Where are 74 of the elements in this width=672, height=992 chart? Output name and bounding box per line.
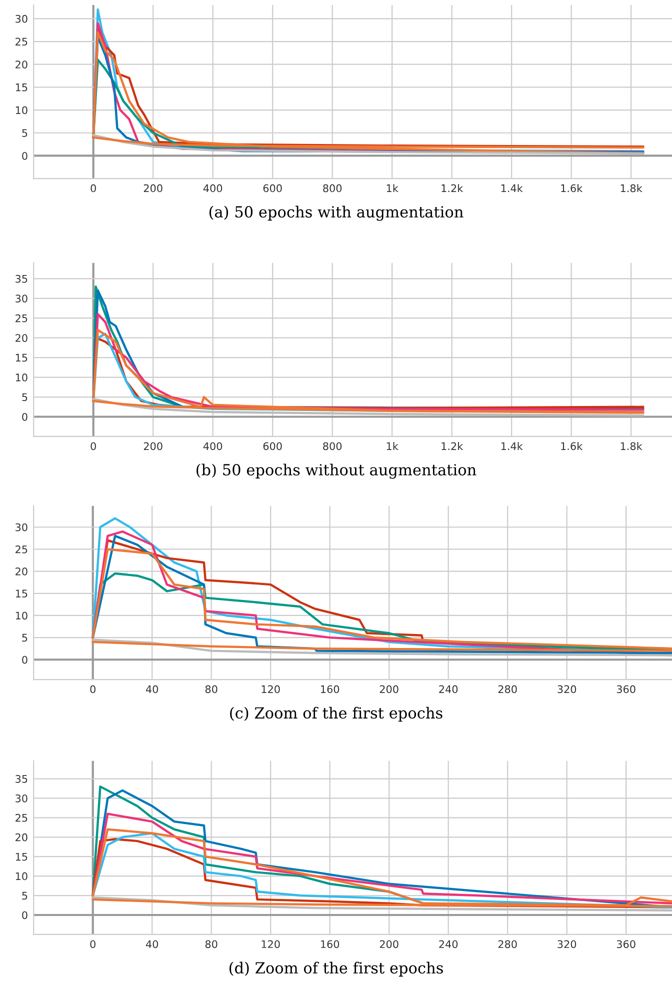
x-tick-label: 40	[146, 685, 158, 694]
y-tick-label: 25	[16, 38, 28, 46]
x-tick-label: 400	[203, 184, 222, 192]
x-tick-label: 600	[263, 442, 282, 450]
x-tick-label: 200	[144, 442, 162, 450]
x-tick-label: 0	[90, 685, 96, 694]
y-tick-label: 5	[22, 393, 28, 402]
y-tick-label: 20	[16, 833, 28, 842]
y-tick-label: 15	[16, 354, 28, 362]
x-tick-label: 1.4k	[501, 442, 523, 450]
x-tick-label: 1.2k	[442, 184, 464, 192]
x-tick-label: 1.8k	[620, 442, 642, 450]
x-tick-label: 200	[144, 184, 162, 192]
x-tick-label: 320	[558, 940, 576, 948]
text: (d) Zoom of the first epochs	[229, 962, 443, 977]
y-tick-label: 10	[16, 106, 28, 114]
y-tick-label: 30	[16, 523, 28, 532]
x-tick-label: 40	[146, 940, 158, 948]
x-tick-label: 360	[616, 940, 636, 948]
x-tick-label: 1k	[386, 184, 398, 192]
x-tick-label: 160	[321, 940, 340, 948]
x-tick-label: 320	[558, 685, 576, 694]
x-tick-label: 1.4k	[501, 184, 523, 192]
x-tick-label: 240	[439, 940, 458, 948]
x-tick-label: 0	[90, 184, 96, 192]
y-tick-label: 30	[16, 14, 28, 23]
y-tick-label: 0	[22, 911, 28, 920]
x-tick-label: 360	[616, 685, 636, 694]
y-tick-label: 30	[16, 794, 28, 802]
y-tick-label: 25	[16, 545, 28, 554]
x-tick-label: 1k	[386, 442, 398, 450]
x-tick-label: 1.6k	[561, 184, 583, 192]
y-tick-label: 5	[22, 634, 28, 642]
y-tick-label: 10	[16, 612, 28, 620]
x-tick-label: 800	[323, 442, 342, 450]
y-tick-label: 15	[16, 84, 28, 92]
y-tick-label: 0	[22, 656, 28, 664]
x-tick-label: 120	[262, 685, 280, 694]
x-tick-label: 80	[205, 685, 218, 694]
y-tick-label: 10	[16, 374, 28, 382]
x-tick-label: 120	[262, 940, 280, 948]
text: (a) 50 epochs with augmentation	[209, 206, 464, 221]
x-tick-label: 1.6k	[561, 442, 583, 450]
y-tick-label: 0	[22, 412, 28, 421]
y-tick-label: 20	[16, 568, 28, 576]
y-tick-label: 20	[16, 334, 28, 342]
x-tick-label: 240	[439, 685, 458, 694]
y-tick-label: 15	[16, 590, 28, 598]
y-tick-label: 5	[22, 892, 28, 900]
y-tick-label: 35	[16, 774, 28, 783]
y-tick-label: 30	[16, 294, 28, 302]
y-tick-label: 5	[22, 129, 28, 137]
y-tick-label: 35	[16, 274, 28, 283]
y-tick-label: 25	[16, 314, 28, 322]
x-tick-label: 1.2k	[442, 442, 464, 450]
x-tick-label: 200	[380, 940, 398, 948]
y-tick-label: 0	[22, 152, 28, 160]
y-tick-label: 20	[16, 60, 28, 68]
x-tick-label: 600	[263, 184, 282, 192]
x-tick-label: 80	[205, 940, 218, 948]
x-tick-label: 0	[90, 442, 96, 450]
text: (b) 50 epochs without augmentation	[196, 464, 476, 479]
x-tick-label: 160	[321, 685, 340, 694]
x-tick-label: 1.8k	[620, 184, 642, 192]
y-tick-label: 10	[16, 872, 28, 880]
y-tick-label: 15	[16, 852, 28, 861]
x-tick-label: 800	[323, 184, 342, 192]
x-tick-label: 280	[498, 685, 517, 694]
x-tick-label: 0	[90, 940, 96, 948]
x-tick-label: 400	[203, 442, 222, 450]
text: (c) Zoom of the first epochs	[230, 706, 442, 722]
x-tick-label: 200	[380, 685, 398, 694]
x-tick-label: 280	[498, 940, 517, 948]
y-tick-label: 25	[16, 814, 28, 822]
